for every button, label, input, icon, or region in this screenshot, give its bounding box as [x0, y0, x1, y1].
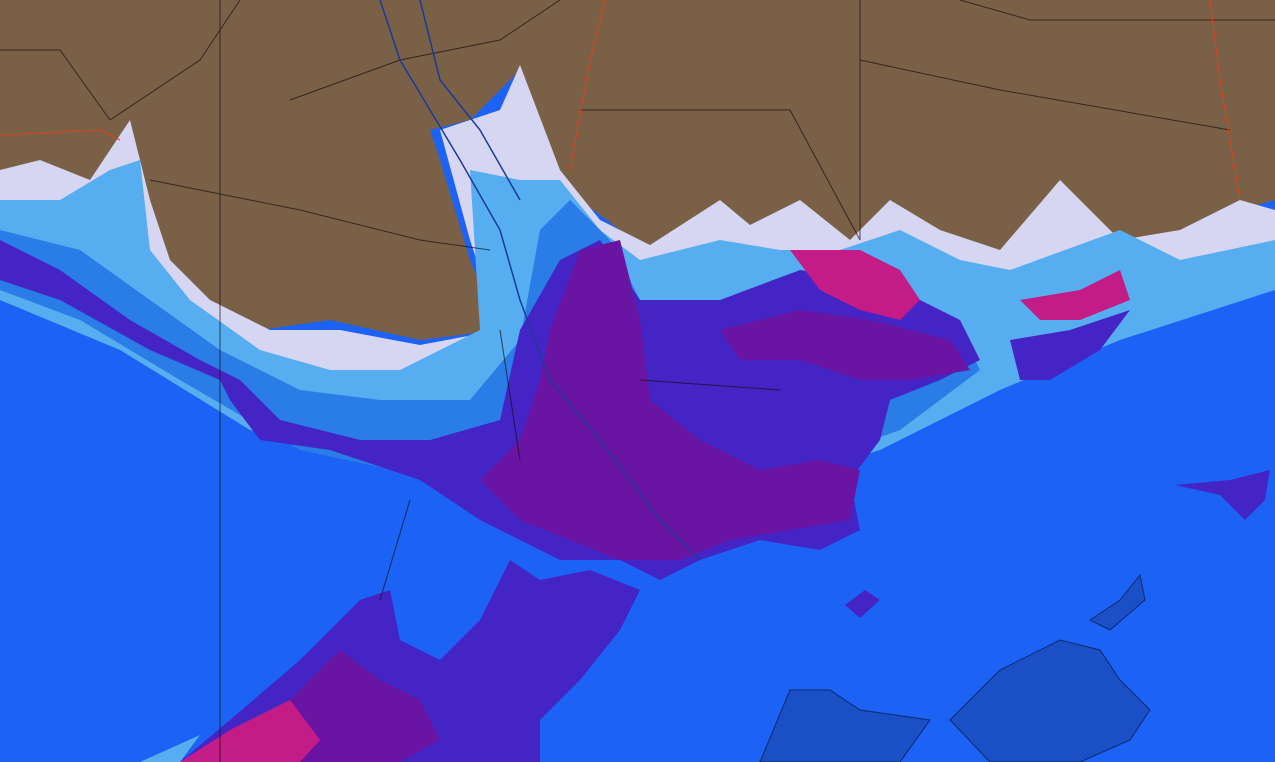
- flood-zone-5: [720, 310, 970, 380]
- flood-zone-3: [140, 735, 200, 762]
- flood-zone-6: [1020, 270, 1130, 320]
- marsh-islands: [1089, 573, 1146, 631]
- marsh-islands: [845, 590, 880, 618]
- marsh-islands: [759, 689, 931, 762]
- flood-zone-5: [480, 240, 860, 560]
- flood-zone-6: [790, 250, 920, 320]
- marsh-islands: [949, 639, 1151, 762]
- flood-zone-4: [1175, 470, 1270, 520]
- flood-zone-5: [280, 650, 440, 762]
- rivers: [379, 0, 701, 561]
- flood-zone-6: [180, 700, 320, 762]
- highways: [0, 0, 1241, 201]
- flood-zone-4: [1010, 310, 1130, 380]
